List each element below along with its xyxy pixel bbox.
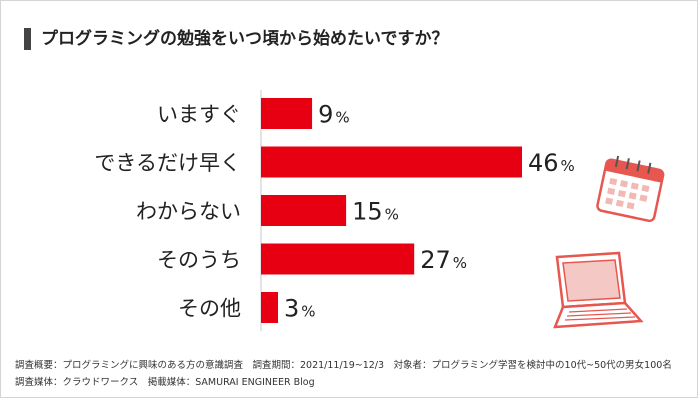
- value-label-1: 46%: [528, 149, 575, 177]
- bar-4: [261, 292, 279, 323]
- category-label-4: その他: [178, 297, 241, 321]
- chart-title: プログラミングの勉強をいつ頃から始めたいですか？: [41, 29, 449, 49]
- footnote-survey-overview: 調査概要：プログラミングに興味のある方の意識調査 調査期間：2021/11/19…: [15, 360, 672, 371]
- value-label-2: 15%: [352, 198, 399, 226]
- bar-2: [261, 195, 347, 226]
- title-accent-bar: [24, 28, 31, 50]
- category-label-3: そのうち: [157, 248, 241, 272]
- footnote-survey-media: 調査媒体：クラウドワークス 掲載媒体：SAMURAI ENGINEER Blog: [15, 377, 315, 388]
- value-label-4: 3%: [284, 295, 316, 323]
- value-label-0: 9%: [318, 101, 350, 129]
- category-label-1: できるだけ早く: [94, 151, 241, 175]
- bar-0: [261, 98, 313, 129]
- category-label-0: いますぐ: [157, 103, 241, 127]
- category-label-2: わからない: [136, 200, 241, 224]
- laptop-icon: [553, 251, 644, 329]
- calendar-icon: [596, 155, 665, 223]
- bar-3: [261, 243, 415, 275]
- value-label-3: 27%: [420, 246, 467, 274]
- bar-1: [261, 146, 522, 178]
